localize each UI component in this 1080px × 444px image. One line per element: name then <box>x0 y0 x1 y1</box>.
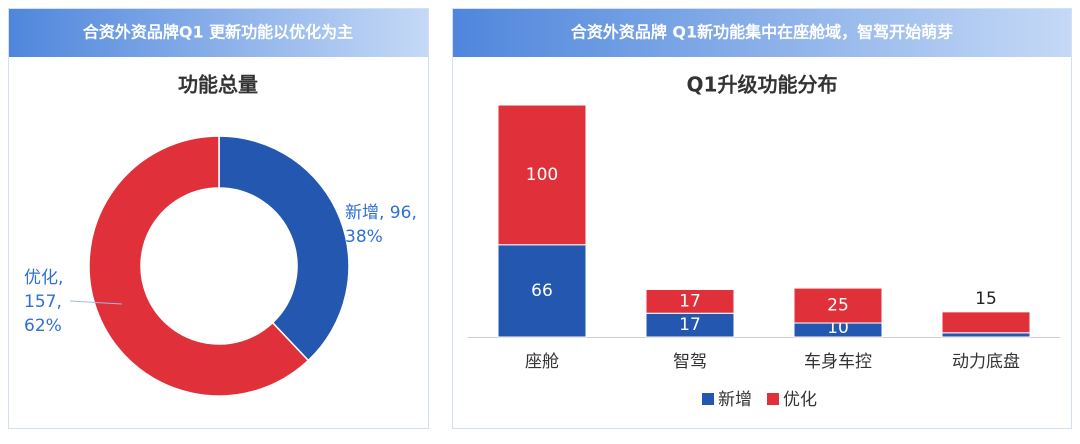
legend-label: 优化 <box>783 390 817 410</box>
chart-title: 功能总量 <box>178 73 258 97</box>
legend-swatch <box>767 393 779 405</box>
panel-title: 合资外资品牌 Q1新功能集中在座舱域，智驾开始萌芽 <box>571 23 953 42</box>
x-tick-label: 动力底盘 <box>952 352 1020 372</box>
data-label: 66 <box>531 281 553 301</box>
data-label: 新增, 96, 38% <box>345 203 417 247</box>
x-tick-label: 座舱 <box>525 352 559 372</box>
data-label: 17 <box>679 291 701 311</box>
legend-label: 新增 <box>718 390 752 410</box>
chart-title: Q1升级功能分布 <box>687 73 838 97</box>
data-label: 25 <box>827 296 849 316</box>
bar-segment <box>941 311 1031 334</box>
bar-segment <box>497 104 587 246</box>
donut-slice <box>218 135 350 362</box>
bar-segment <box>645 288 735 314</box>
donut-slice <box>88 135 310 397</box>
bar-segment <box>497 244 587 338</box>
panel-title: 合资外资品牌Q1 更新功能以优化为主 <box>83 23 353 42</box>
legend-swatch <box>702 393 714 405</box>
bar-segment <box>793 287 883 324</box>
leader-line <box>69 300 123 305</box>
panel-header <box>9 9 428 57</box>
x-tick-label: 车身车控 <box>804 352 872 372</box>
data-label: 优化, 157, 62% <box>24 268 64 336</box>
data-label: 100 <box>526 165 558 185</box>
x-tick-label: 智驾 <box>673 352 707 372</box>
data-label: 17 <box>679 315 701 335</box>
data-label: 15 <box>975 289 997 309</box>
panel-header <box>453 9 1071 57</box>
